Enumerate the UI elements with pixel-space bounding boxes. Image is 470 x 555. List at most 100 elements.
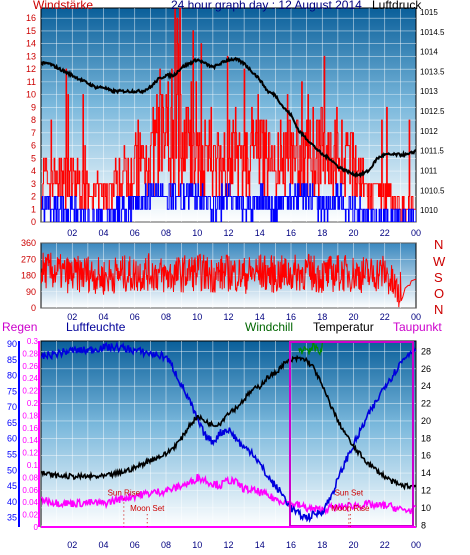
rain-tick-label: 0.2: [27, 399, 39, 408]
x-tick-label: 14: [255, 312, 265, 322]
pressure-tick-label: 1013: [420, 87, 438, 96]
pressure-tick-label: 1014: [420, 48, 438, 57]
rain-tick-label: 0.02: [22, 511, 38, 520]
rain-tick-label: 0.28: [22, 349, 38, 358]
wind-tick-label: 12: [26, 64, 36, 74]
humidity-tick-label: 60: [7, 434, 17, 444]
wind-pressure-series: [41, 8, 416, 222]
humidity-tick-label: 35: [7, 513, 17, 523]
pressure-tick-label: 1011.5: [420, 147, 444, 156]
windchill-label: Windchill: [245, 320, 293, 334]
direction-tick-label: 360: [21, 238, 36, 248]
series-luftdruck: [41, 56, 416, 179]
humidity-tick-label: 70: [7, 402, 17, 412]
pressure-tick-label: 1010.5: [420, 186, 445, 195]
x-tick-label: 20: [348, 228, 358, 238]
x-tick-label: 00: [411, 228, 421, 238]
humidity-tick-label: 40: [7, 497, 17, 507]
x-tick-label: 20: [348, 540, 358, 550]
x-tick-label: 12: [223, 540, 233, 550]
temp-tick-label: 12: [421, 485, 431, 495]
x-tick-label: 20: [348, 312, 358, 322]
wind-tick-label: 10: [26, 90, 36, 100]
chart-header: 24 hour graph day : 12 August 2014: [171, 0, 362, 12]
wind-pressure-grid: [41, 8, 416, 223]
rain-tick-label: 0.16: [22, 424, 38, 433]
luftdruck-label: Luftdruck: [372, 0, 422, 12]
rain-tick-label: 0.22: [22, 387, 38, 396]
humidity-tick-label: 55: [7, 449, 17, 459]
x-tick-label: 18: [317, 312, 327, 322]
rain-tick-label: 0.08: [22, 473, 38, 482]
wind-tick-label: 0: [31, 217, 36, 227]
x-tick-label: 18: [317, 228, 327, 238]
x-tick-label: 14: [255, 228, 265, 238]
annotation-label: Moon Set: [130, 504, 165, 513]
windstarke-label: Windstärke: [33, 0, 93, 12]
x-tick-label: 04: [98, 312, 108, 322]
temp-tick-label: 8: [421, 520, 426, 530]
x-tick-label: 22: [380, 228, 390, 238]
x-tick-label: 10: [192, 228, 202, 238]
wind-tick-label: 14: [26, 39, 36, 49]
compass-s: S: [434, 270, 443, 285]
rain-tick-label: 0.18: [22, 411, 38, 420]
pressure-tick-label: 1010: [420, 206, 438, 215]
humidity-tick-label: 80: [7, 371, 17, 381]
temp-tick-label: 24: [421, 381, 431, 391]
humidity-tick-label: 65: [7, 418, 17, 428]
x-tick-label: 02: [67, 312, 77, 322]
wind-tick-label: 1: [31, 204, 36, 214]
x-tick-label: 06: [130, 312, 140, 322]
temp-humidity-series: [41, 341, 416, 524]
pressure-tick-label: 1014.5: [420, 28, 445, 37]
compass-n-top: N: [434, 237, 443, 252]
x-tick-label: 22: [380, 540, 390, 550]
x-tick-label: 04: [98, 540, 108, 550]
humidity-tick-label: 90: [7, 339, 17, 349]
pressure-tick-label: 1012: [420, 127, 438, 136]
series-taupunkt: [41, 473, 416, 516]
wind-direction-series: [41, 252, 416, 308]
rain-tick-label: 0.26: [22, 362, 38, 371]
wind-tick-label: 13: [26, 51, 36, 61]
x-tick-label: 02: [67, 540, 77, 550]
humidity-tick-label: 50: [7, 465, 17, 475]
wind-tick-label: 15: [26, 26, 36, 36]
temp-tick-label: 20: [421, 416, 431, 426]
rain-tick-label: 0.04: [22, 498, 38, 507]
direction-tick-label: 0: [31, 303, 36, 313]
series-windchill: [298, 342, 323, 356]
x-tick-label: 16: [286, 228, 296, 238]
rain-tick-label: 0.24: [22, 374, 38, 383]
temp-tick-label: 26: [421, 364, 431, 374]
taupunkt-label: Taupunkt: [393, 320, 442, 334]
temp-tick-label: 14: [421, 468, 431, 478]
humidity-tick-label: 75: [7, 386, 17, 396]
wind-tick-label: 8: [31, 115, 36, 125]
wind-tick-label: 7: [31, 128, 36, 138]
temperatur-label: Temperatur: [313, 320, 374, 334]
wind-tick-label: 3: [31, 179, 36, 189]
compass-n-bottom: N: [434, 302, 443, 317]
series-windboeen: [41, 183, 416, 222]
rain-tick-label: 0.12: [22, 449, 38, 458]
x-tick-label: 00: [411, 312, 421, 322]
compass-w: W: [433, 254, 446, 269]
pressure-tick-label: 1012.5: [420, 107, 445, 116]
wind-tick-label: 16: [26, 13, 36, 23]
x-tick-label: 08: [161, 228, 171, 238]
rain-tick-label: 0.3: [27, 337, 39, 346]
wind-tick-label: 11: [27, 77, 36, 87]
direction-tick-label: 270: [21, 254, 36, 264]
pressure-tick-label: 1011: [420, 166, 438, 175]
luftfeuchte-label: Luftfeuchte: [66, 320, 126, 334]
temp-tick-label: 10: [421, 503, 431, 513]
annotation-label: Sun Rise: [108, 488, 141, 497]
direction-tick-label: 90: [26, 287, 36, 297]
humidity-tick-label: 85: [7, 355, 17, 365]
x-tick-label: 06: [130, 228, 140, 238]
x-tick-label: 12: [223, 312, 233, 322]
x-tick-label: 04: [98, 228, 108, 238]
